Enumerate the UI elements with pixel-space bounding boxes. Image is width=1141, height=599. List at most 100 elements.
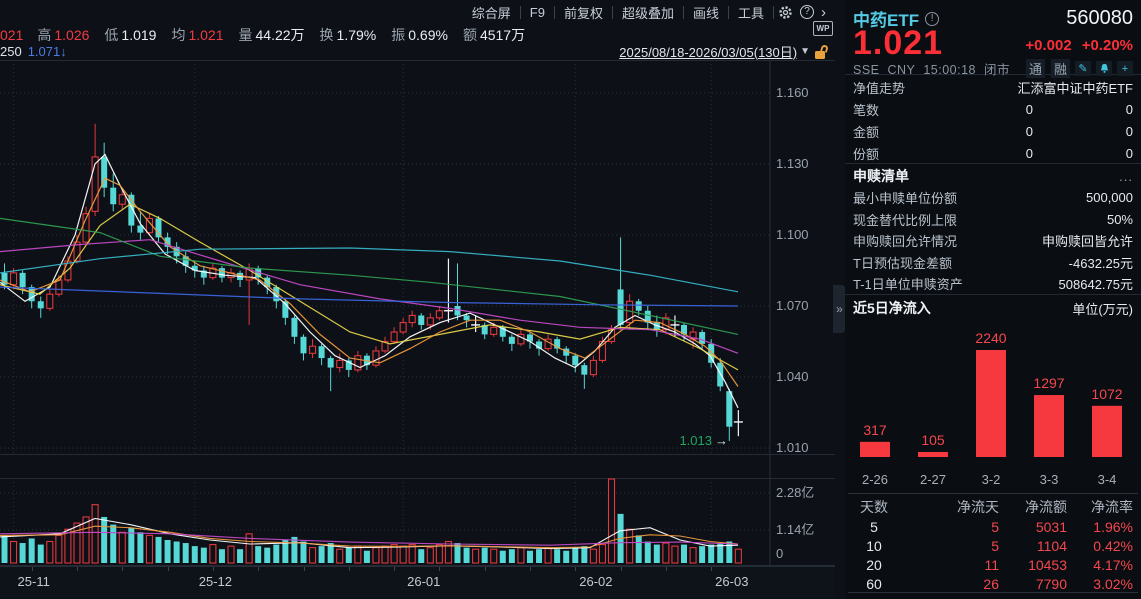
redemption-row-value: -4632.25元 (1068, 255, 1133, 271)
toolbar-divider (553, 5, 555, 19)
quote-field-value: 0.69% (408, 26, 448, 43)
date-range-dropdown-icon[interactable]: ▼ (800, 45, 810, 57)
candlestick-chart[interactable]: 1.160 1.130 1.100 1.070 1.040 1.010 1.013 → (0, 60, 835, 455)
redemption-title: 申赎清单 (853, 168, 909, 184)
time-axis-tick (31, 567, 33, 571)
more-ellipsis-button[interactable]: ... (1119, 168, 1133, 184)
toolbar-divider (727, 5, 729, 19)
quote-field-value: 1.019 (121, 26, 157, 43)
redemption-row: 申购赎回允许情况 申购赎回皆允许 (845, 230, 1141, 252)
toolbar-divider (519, 5, 521, 19)
redemption-row-value: 申购赎回皆允许 (1041, 234, 1133, 250)
redemption-row-value: 50% (1106, 211, 1133, 227)
redemption-row-label: T日预估现金差额 (853, 255, 952, 271)
price-change: +0.002 (1025, 37, 1072, 54)
time-axis-label: 26-03 (715, 574, 749, 589)
svg-text:317: 317 (863, 422, 887, 438)
quote-field-label: 振 (391, 26, 406, 43)
date-range-selector[interactable]: 2025/08/18-2026/03/05(130日) (619, 44, 798, 60)
time-axis-tick (77, 567, 78, 571)
panel-collapse-handle[interactable]: » (833, 285, 846, 333)
settings-gear-icon[interactable] (774, 1, 796, 23)
toolbar-button-2[interactable]: 前复权 (563, 5, 603, 21)
nav-row-value2: 0 (1125, 101, 1133, 117)
toolbar-more-chevron-icon[interactable]: › (821, 3, 826, 21)
table-cell: 10 (866, 537, 882, 554)
table-row: 60 26 7790 3.02% (845, 574, 1133, 593)
svg-text:105: 105 (921, 432, 945, 448)
ma250-value: 1.071↓ (27, 44, 67, 59)
lock-body (815, 51, 825, 59)
price-change-percent: +0.20% (1081, 37, 1133, 54)
time-axis-tick (122, 567, 124, 571)
volume-chart[interactable]: 2.28亿 1.14亿 0 (0, 455, 835, 566)
help-icon[interactable]: ? (796, 1, 818, 23)
section-divider (848, 493, 1138, 494)
toolbar-divider (682, 5, 684, 19)
quote-fields: 高 1.026 低 1.019 均 1.021 量 44.22万换 1.79% 振 0.69% 额 45… (37, 25, 540, 45)
table-cell: 10453 (1028, 556, 1067, 573)
svg-text:1072: 1072 (1091, 386, 1122, 402)
nav-section-title: 净值走势 (853, 80, 906, 96)
toolbar-button-0[interactable]: 综合屏 (471, 5, 511, 21)
nav-row-label: 份额 (853, 146, 880, 162)
redemption-row-label: 现金替代比例上限 (853, 212, 958, 228)
svg-text:1.013: 1.013 (679, 433, 712, 448)
nav-data-row: 笔数 0 0 (845, 98, 1141, 120)
table-header-cell: 净流额 (1025, 499, 1067, 515)
table-bottom-divider (848, 592, 1138, 593)
time-axis-tick (258, 567, 260, 571)
net-inflow-unit: 单位(万元) (1072, 301, 1133, 317)
table-row: 10 5 1104 0.42% (845, 536, 1133, 555)
time-axis-tick (530, 567, 531, 571)
table-cell: 5 (991, 518, 999, 535)
redemption-row-value: 508642.75元 (1058, 277, 1133, 293)
last-price: 1.021 (853, 24, 944, 62)
table-cell: 60 (866, 575, 882, 592)
table-cell: 3.02% (1093, 575, 1133, 592)
nav-section: 净值走势 汇添富中证中药ETF 笔数 0 0 金额 0 0 份额 0 0 (845, 76, 1141, 164)
fund-full-name: 汇添富中证中药ETF (1017, 80, 1133, 96)
time-axis-tick (665, 567, 667, 571)
svg-text:1.160: 1.160 (776, 85, 809, 100)
add-watchlist-icon[interactable]: + (1117, 61, 1133, 76)
table-cell: 20 (866, 556, 882, 573)
unlock-icon[interactable] (815, 44, 830, 59)
toolbar-button-4[interactable]: 画线 (692, 5, 719, 21)
redemption-row: 现金替代比例上限 50% (845, 209, 1141, 231)
toolbar-divider (773, 5, 774, 19)
quote-side-panel: 中药ETF ! 560080 1.021 +0.002 +0.20% SSE C… (845, 0, 1141, 599)
wp-window-icon[interactable]: WP (813, 21, 833, 36)
market-status: SSE CNY 15:00:18 闭市 (853, 63, 1010, 77)
svg-text:0: 0 (776, 546, 783, 561)
quote-field-label: 均 (171, 26, 186, 43)
quote-price-partial: 021 (0, 26, 24, 43)
alert-bell-icon[interactable] (1096, 61, 1112, 76)
table-cell: 26 (983, 575, 999, 592)
stock-code: 560080 (1066, 7, 1133, 29)
svg-text:1.14亿: 1.14亿 (776, 522, 814, 537)
toolbar-button-5[interactable]: 工具 (737, 5, 764, 21)
nav-data-row: 份额 0 0 (845, 142, 1141, 164)
quote-field-value: 44.22万 (255, 26, 305, 43)
quote-field-value: 1.79% (336, 26, 377, 43)
edit-pencil-icon[interactable]: ✎ (1075, 61, 1091, 76)
quote-field-value: 1.021 (188, 26, 224, 43)
time-axis-label: 26-01 (407, 574, 441, 589)
info-icon[interactable]: ! (925, 11, 940, 26)
table-row: 20 11 10453 4.17% (845, 555, 1133, 574)
time-axis-tick (620, 567, 622, 571)
redemption-row: T日预估现金差额 -4632.25元 (845, 252, 1141, 274)
time-axis-label: 25-12 (198, 574, 232, 589)
badges: 通融 (1020, 59, 1070, 78)
toolbar-buttons: 综合屏 F9 前复权 超级叠加 画线 工具 (463, 0, 773, 24)
table-cell: 4.17% (1093, 556, 1133, 573)
time-axis-tick (303, 567, 305, 571)
toolbar-button-1[interactable]: F9 (529, 4, 545, 20)
redemption-row: 最小申赎单位份额 500,000 (845, 187, 1141, 209)
table-cell: 5 (870, 518, 878, 535)
redemption-row-value: 500,000 (1086, 190, 1133, 206)
toolbar-button-3[interactable]: 超级叠加 (621, 5, 674, 21)
time-axis-tick (575, 567, 577, 571)
